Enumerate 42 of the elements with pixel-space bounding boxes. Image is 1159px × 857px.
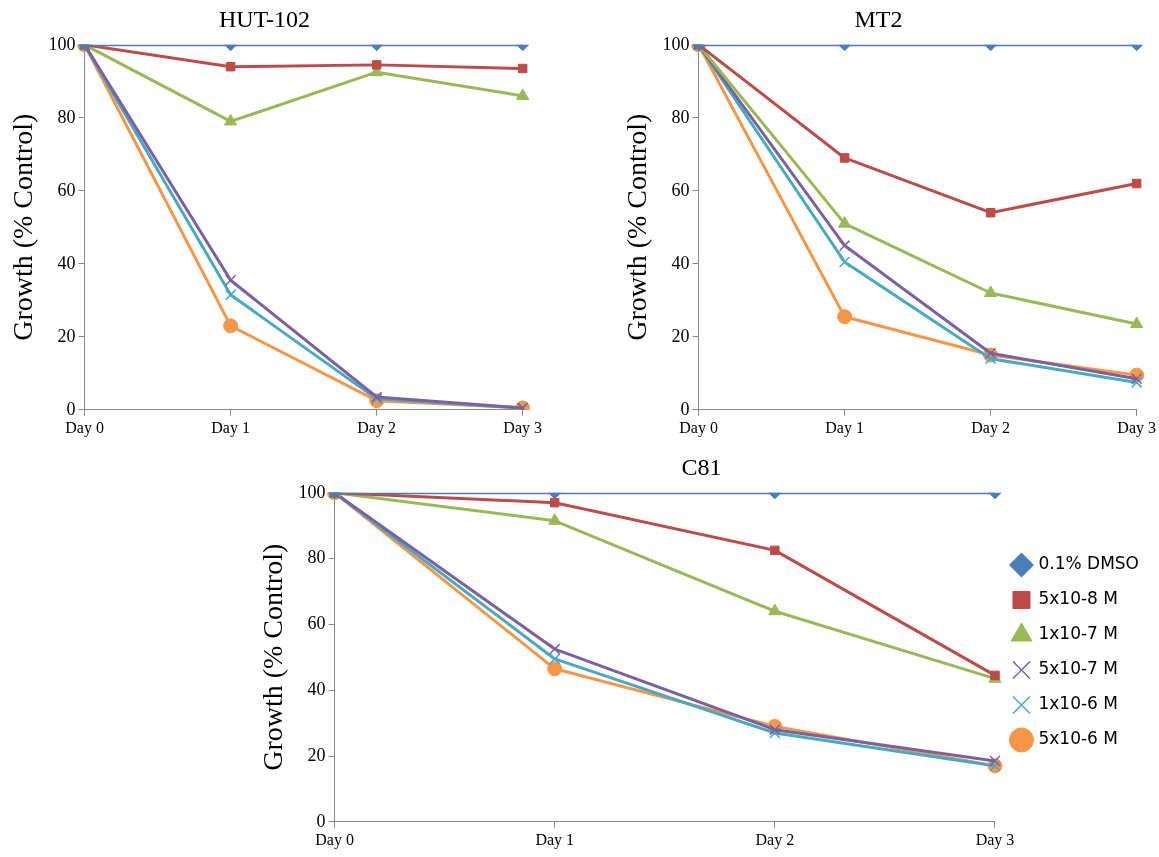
y-tick-label: 40 xyxy=(57,252,76,273)
x-tick-label: Day 3 xyxy=(1117,418,1156,437)
y-tick-label: 40 xyxy=(307,678,326,699)
y-tick-label: 20 xyxy=(307,744,326,765)
y-tick-label: 80 xyxy=(671,106,690,127)
y-tick-label: 0 xyxy=(66,398,76,419)
y-tick-label: 100 xyxy=(662,33,690,54)
x-tick-label: Day 2 xyxy=(755,830,795,849)
x-tick-label: Day 0 xyxy=(65,418,104,437)
x-tick-label: Day 0 xyxy=(679,418,718,437)
x-tick-label: Day 2 xyxy=(971,418,1010,437)
chart-title: MT2 xyxy=(854,5,903,32)
y-axis-title: Growth (% Control) xyxy=(7,113,39,341)
x-tick-label: Day 3 xyxy=(975,830,1015,849)
y-tick-label: 40 xyxy=(671,252,690,273)
y-tick-label: 80 xyxy=(307,547,326,568)
x-tick-label: Day 1 xyxy=(825,418,864,437)
x-tick-label: Day 3 xyxy=(503,418,542,437)
y-tick-label: 80 xyxy=(57,106,76,127)
legend-label: 1x10-6 M xyxy=(1038,693,1119,714)
x-tick-label: Day 2 xyxy=(357,418,396,437)
y-tick-label: 0 xyxy=(316,810,326,831)
y-tick-label: 20 xyxy=(671,325,690,346)
y-axis-title: Growth (% Control) xyxy=(621,113,653,341)
legend-label: 5x10-6 M xyxy=(1038,728,1119,749)
chart-title: C81 xyxy=(681,453,722,480)
y-tick-label: 20 xyxy=(57,325,76,346)
legend-label: 5x10-7 M xyxy=(1038,658,1119,679)
legend-label: 1x10-7 M xyxy=(1038,623,1119,644)
y-tick-label: 60 xyxy=(671,179,690,200)
x-tick-label: Day 1 xyxy=(211,418,250,437)
y-tick-label: 60 xyxy=(307,613,326,634)
y-tick-label: 60 xyxy=(57,179,76,200)
chart-title: HUT-102 xyxy=(218,5,311,32)
x-tick-label: Day 0 xyxy=(315,830,354,849)
legend-label: 5x10-8 M xyxy=(1038,588,1119,609)
legend-label: 0.1% DMSO xyxy=(1038,553,1140,574)
y-axis-title: Growth (% Control) xyxy=(257,543,289,771)
y-tick-label: 100 xyxy=(298,481,326,502)
y-tick-label: 100 xyxy=(48,33,76,54)
x-tick-label: Day 1 xyxy=(535,830,575,849)
y-tick-label: 0 xyxy=(680,398,690,419)
